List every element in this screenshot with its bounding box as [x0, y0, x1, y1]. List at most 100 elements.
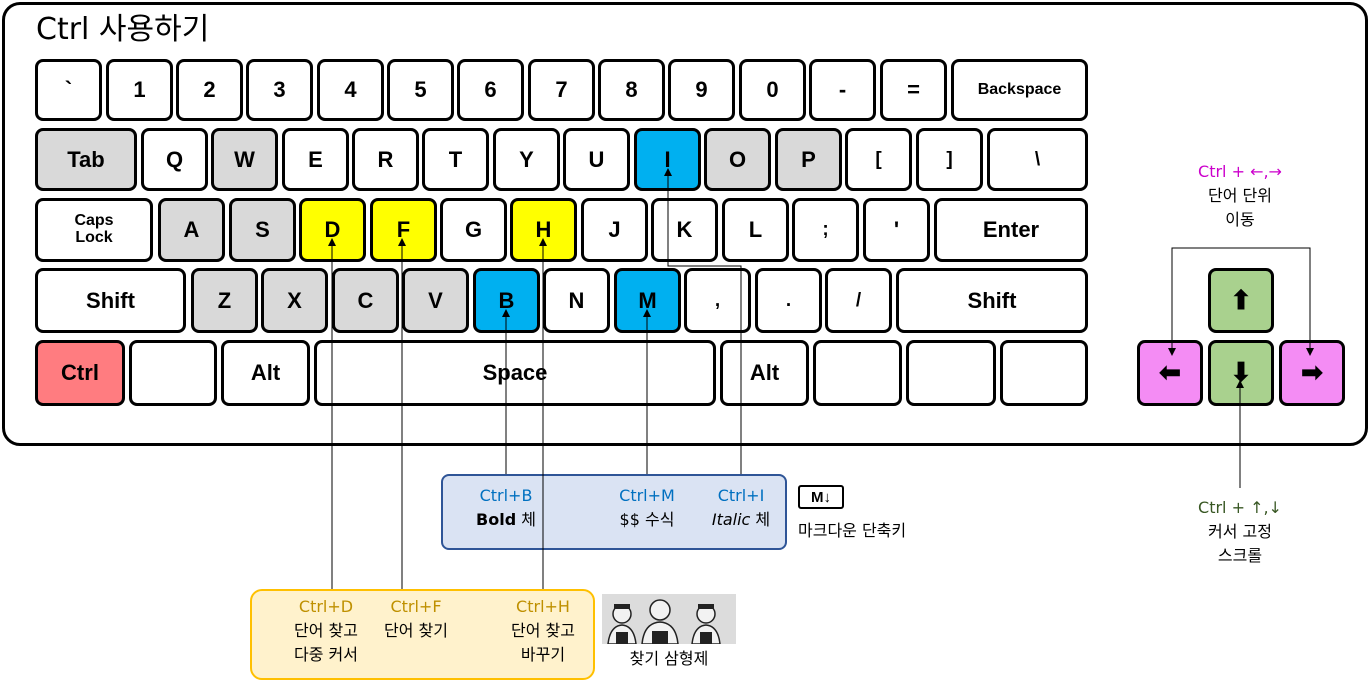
capslock-line1: Caps — [74, 212, 114, 230]
label-cursor-fixed: Ctrl + ↑,↓ 커서 고정 스크롤 — [1170, 496, 1310, 568]
key-slash: / — [825, 268, 892, 333]
key-rbracket: ] — [916, 128, 983, 191]
key-1: 1 — [106, 59, 173, 121]
key-enter: Enter — [934, 198, 1088, 262]
key-8: 8 — [598, 59, 665, 121]
label-ctrl-m: Ctrl+M $$ 수식 — [597, 484, 697, 532]
key-backslash: \ — [987, 128, 1088, 191]
key-6: 6 — [457, 59, 524, 121]
key-j: J — [581, 198, 648, 262]
key-s: S — [229, 198, 296, 262]
key-a: A — [158, 198, 225, 262]
key-blank-r1 — [813, 340, 902, 406]
key-shift-left: Shift — [35, 268, 186, 333]
three-brothers-image — [602, 594, 736, 644]
key-r: R — [352, 128, 419, 191]
key-backtick: ` — [35, 59, 102, 121]
key-4: 4 — [317, 59, 384, 121]
key-space: Space — [314, 340, 716, 406]
key-lbracket: [ — [845, 128, 912, 191]
key-equals: = — [880, 59, 947, 121]
ctrl-h-line1: 단어 찾고 — [511, 621, 575, 640]
ctrl-f-line1: 단어 찾기 — [384, 621, 448, 640]
cursor-fixed-line1: 커서 고정 — [1208, 522, 1272, 541]
ctrl-b-desc: Bold 체 — [476, 510, 536, 529]
key-backspace: Backspace — [951, 59, 1088, 121]
markdown-shortcut-box — [441, 474, 787, 550]
key-9: 9 — [668, 59, 735, 121]
word-move-shortcut: Ctrl + ←,→ — [1198, 162, 1282, 181]
find-caption: 찾기 삼형제 — [629, 649, 709, 668]
key-period: . — [755, 268, 822, 333]
key-tab: Tab — [35, 128, 137, 191]
key-p: P — [775, 128, 842, 191]
ctrl-h-line2: 바꾸기 — [520, 645, 566, 664]
find-shortcut-box — [250, 589, 595, 680]
key-0: 0 — [739, 59, 806, 121]
label-word-move: Ctrl + ←,→ 단어 단위 이동 — [1170, 160, 1310, 232]
capslock-line2: Lock — [75, 229, 113, 246]
key-ctrl: Ctrl — [35, 340, 125, 406]
key-quote: ' — [863, 198, 930, 262]
key-down-arrow: ⬇ — [1208, 340, 1274, 406]
label-ctrl-b: Ctrl+B Bold 체 — [456, 484, 556, 532]
key-f: F — [370, 198, 437, 262]
label-ctrl-d: Ctrl+D 단어 찾고 다중 커서 — [276, 595, 376, 667]
markdown-icon: M↓ — [798, 485, 844, 509]
ctrl-d-shortcut: Ctrl+D — [298, 597, 354, 616]
label-ctrl-h: Ctrl+H 단어 찾고 바꾸기 — [493, 595, 593, 667]
ctrl-i-shortcut: Ctrl+I — [717, 486, 765, 505]
key-semicolon: ; — [792, 198, 859, 262]
key-g: G — [440, 198, 507, 262]
key-up-arrow: ⬆ — [1208, 268, 1274, 333]
key-c: C — [332, 268, 399, 333]
key-u: U — [563, 128, 630, 191]
word-move-line2: 이동 — [1225, 210, 1255, 229]
key-y: Y — [493, 128, 560, 191]
key-l: L — [722, 198, 789, 262]
ctrl-i-desc: Italic 체 — [711, 510, 771, 529]
key-blank-r2 — [906, 340, 996, 406]
word-move-line1: 단어 단위 — [1208, 186, 1272, 205]
key-capslock: Caps Lock — [35, 198, 153, 262]
label-ctrl-i: Ctrl+I Italic 체 — [691, 484, 791, 532]
ctrl-b-shortcut: Ctrl+B — [479, 486, 533, 505]
key-q: Q — [141, 128, 208, 191]
line-ctrl-i — [664, 168, 742, 474]
key-k: K — [651, 198, 718, 262]
key-alt-left: Alt — [221, 340, 310, 406]
key-n: N — [543, 268, 610, 333]
key-2: 2 — [176, 59, 243, 121]
line-ctrl-left — [1168, 247, 1240, 356]
three-men-illustration — [602, 594, 736, 644]
key-w: W — [211, 128, 278, 191]
key-t: T — [422, 128, 489, 191]
key-blank-left — [129, 340, 217, 406]
key-minus: - — [809, 59, 876, 121]
line-ctrl-right — [1240, 247, 1314, 356]
ctrl-m-shortcut: Ctrl+M — [619, 486, 675, 505]
label-ctrl-f: Ctrl+F 단어 찾기 — [366, 595, 466, 643]
ctrl-d-line2: 다중 커서 — [294, 645, 358, 664]
ctrl-m-desc: $$ 수식 — [619, 510, 675, 529]
key-alt-right: Alt — [720, 340, 809, 406]
key-3: 3 — [246, 59, 313, 121]
ctrl-f-shortcut: Ctrl+F — [390, 597, 442, 616]
markdown-caption: 마크다운 단축키 — [798, 521, 907, 540]
key-blank-r3 — [1000, 340, 1088, 406]
key-e: E — [282, 128, 349, 191]
key-right-arrow: ➡ — [1279, 340, 1345, 406]
key-5: 5 — [387, 59, 454, 121]
cursor-fixed-line2: 스크롤 — [1217, 546, 1263, 565]
key-v: V — [402, 268, 469, 333]
page-title: Ctrl 사용하기 — [36, 12, 210, 47]
key-o: O — [704, 128, 771, 191]
key-7: 7 — [528, 59, 595, 121]
key-comma: , — [684, 268, 751, 333]
key-x: X — [261, 268, 328, 333]
cursor-fixed-shortcut: Ctrl + ↑,↓ — [1198, 498, 1282, 517]
ctrl-h-shortcut: Ctrl+H — [516, 597, 570, 616]
key-z: Z — [191, 268, 258, 333]
key-shift-right: Shift — [896, 268, 1088, 333]
